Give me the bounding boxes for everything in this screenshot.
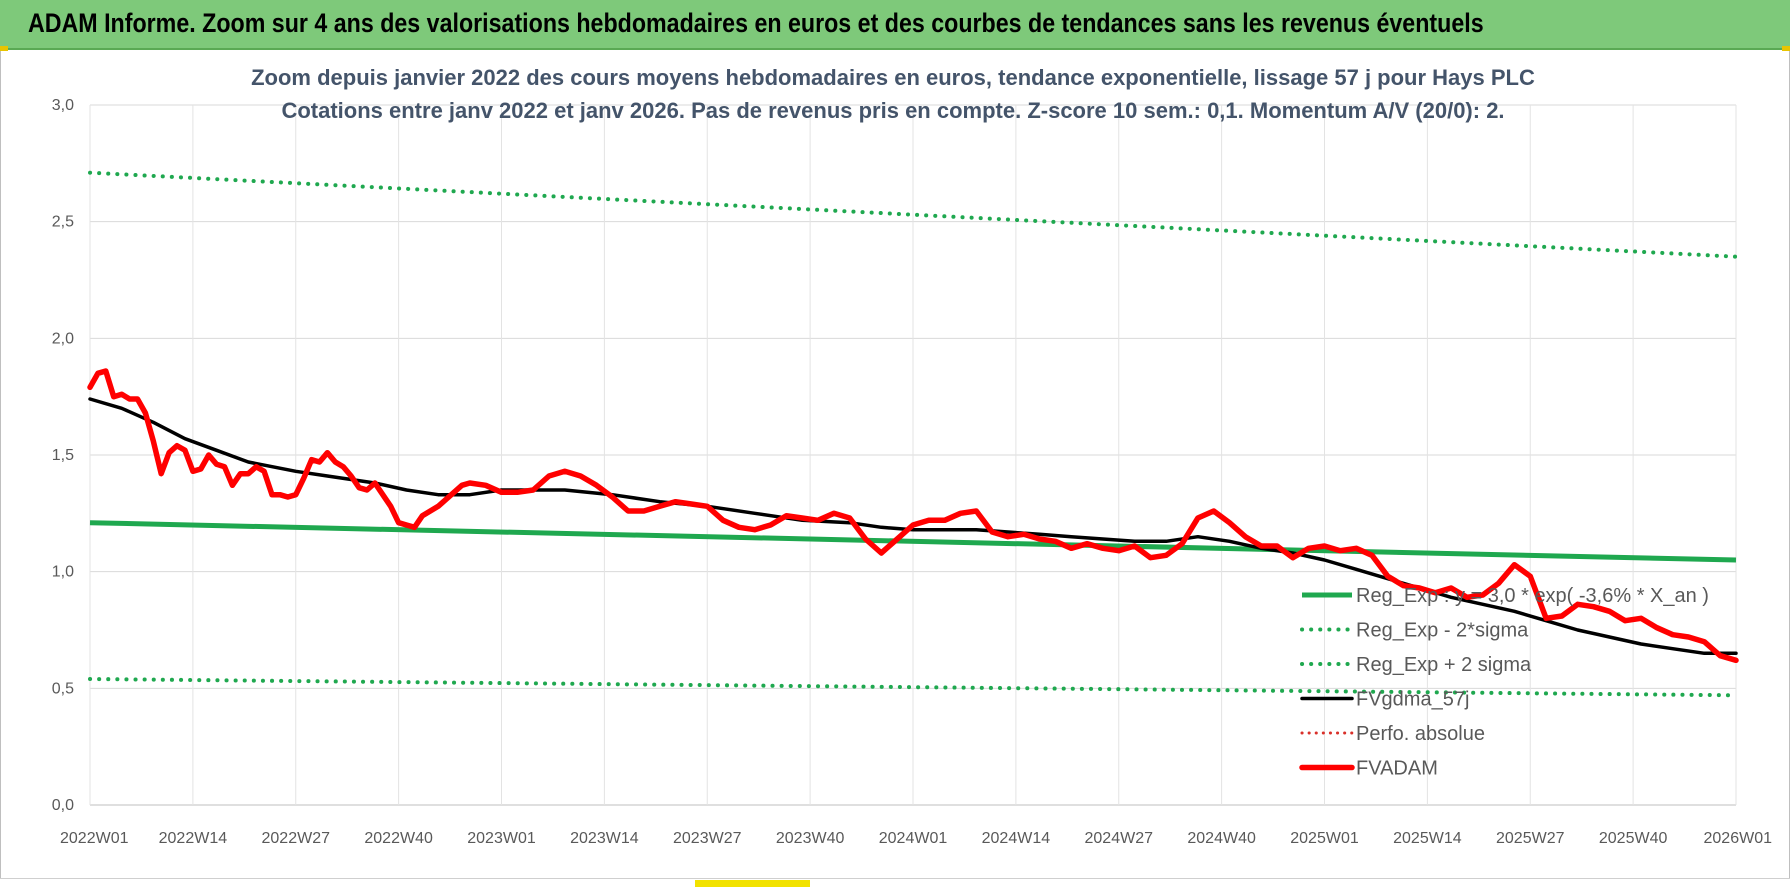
x-tick-label: 2025W27	[1496, 830, 1565, 847]
banner-corner-left	[0, 46, 8, 51]
legend-entry: FVADAM	[1356, 758, 1438, 780]
x-tick-label: 2024W40	[1187, 830, 1256, 847]
chart-grid	[89, 104, 1737, 806]
legend-entry: Reg_Exp + 2 sigma	[1356, 654, 1532, 676]
y-axis-ticks: 0,0 0,5 1,0 1,5 2,0 2,5 3,0	[52, 97, 74, 814]
legend-entry: Perfo. absolue	[1356, 723, 1485, 745]
y-tick-label: 1,0	[52, 564, 74, 581]
x-tick-label: 2023W27	[673, 830, 742, 847]
x-tick-label: 2025W14	[1393, 830, 1462, 847]
report-banner: ADAM Informe. Zoom sur 4 ans des valoris…	[0, 0, 1790, 50]
y-tick-label: 3,0	[52, 97, 74, 114]
x-tick-label: 2024W01	[879, 830, 948, 847]
x-tick-label: 2023W01	[467, 830, 536, 847]
report-banner-title: ADAM Informe. Zoom sur 4 ans des valoris…	[28, 8, 1484, 38]
y-tick-label: 1,5	[52, 447, 74, 464]
chart-legend: Reg_Exp : y = 3,0 * exp( -3,6% * X_an ) R…	[1299, 585, 1709, 780]
y-tick-label: 2,0	[52, 330, 74, 347]
x-tick-label: 2025W01	[1290, 830, 1359, 847]
series-reg-exp-2-sigma	[88, 677, 1738, 698]
y-tick-label: 0,5	[52, 680, 74, 697]
x-tick-label: 2025W40	[1599, 830, 1668, 847]
legend-entry: Reg_Exp : y = 3,0 * exp( -3,6% * X_an )	[1356, 585, 1709, 607]
series-reg-exp-y-3-0-exp-3-6-x-an	[89, 520, 1737, 563]
chart-title-line-2: Cotations entre janv 2022 et janv 2026. …	[281, 98, 1504, 123]
legend-entry: FVgdma_57j	[1356, 689, 1469, 711]
bottom-bar-highlight	[695, 880, 810, 887]
x-tick-label: 2022W14	[159, 830, 228, 847]
chart-series	[87, 170, 1739, 698]
x-tick-label: 2024W14	[982, 830, 1051, 847]
x-tick-label: 2023W40	[776, 830, 845, 847]
series-fvadam	[87, 368, 1739, 664]
x-tick-label: 2022W01	[60, 830, 129, 847]
x-tick-label: 2023W14	[570, 830, 639, 847]
x-tick-label: 2022W27	[262, 830, 331, 847]
x-tick-label: 2026W01	[1704, 830, 1773, 847]
series-reg-exp-2-sigma	[88, 170, 1738, 259]
chart-title-line-1: Zoom depuis janvier 2022 des cours moyen…	[251, 65, 1535, 90]
x-tick-label: 2022W40	[364, 830, 433, 847]
legend-entry: Reg_Exp - 2*sigma	[1356, 620, 1529, 642]
line-chart: 0,00,51,01,52,02,53,0 2022W01 2022W14 2022…	[52, 65, 1772, 847]
banner-corner-right	[1782, 46, 1790, 51]
y-tick-label: 0,0	[52, 797, 74, 814]
x-tick-label: 2024W27	[1085, 830, 1154, 847]
y-tick-label: 2,5	[52, 214, 74, 231]
bottom-bar	[0, 878, 1790, 888]
x-axis-ticks: 2022W01 2022W14 2022W27 2022W40 2023W01 2023W…	[60, 830, 1772, 847]
